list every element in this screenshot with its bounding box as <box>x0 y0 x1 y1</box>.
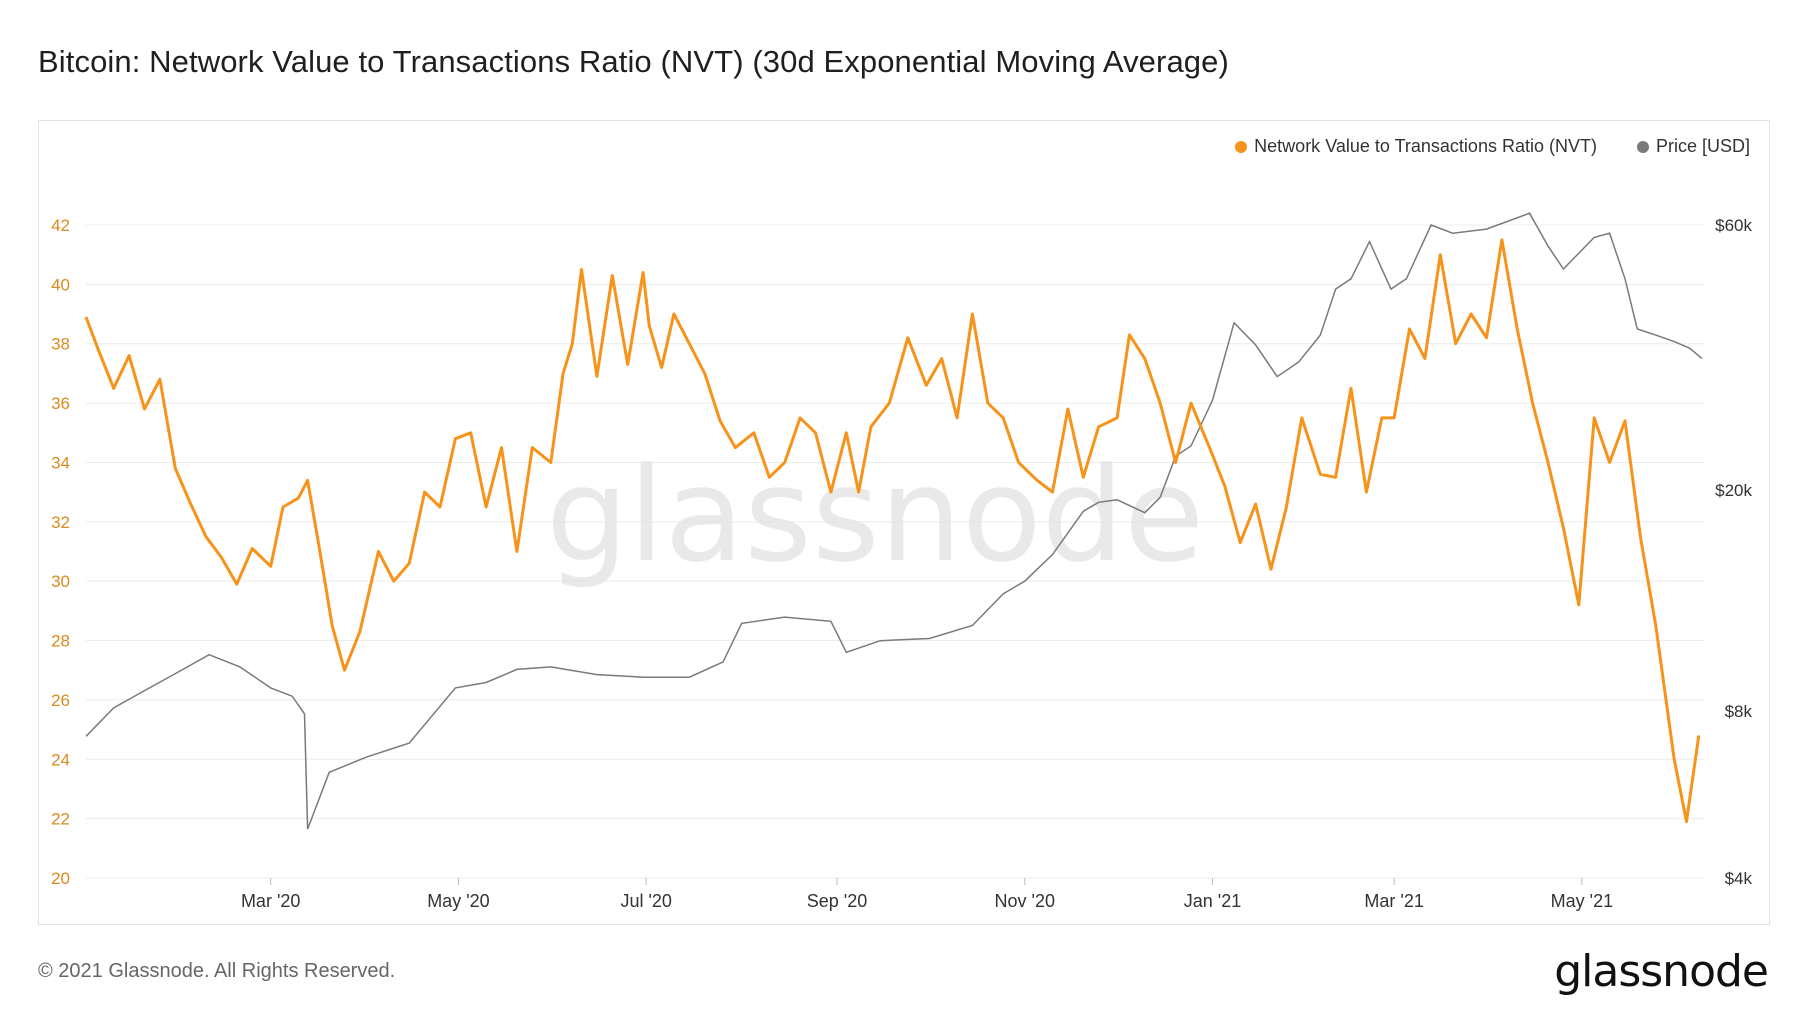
x-tick-label-3: Sep '20 <box>807 891 868 911</box>
x-tick-label-4: Nov '20 <box>995 891 1055 911</box>
x-tick-label-1: May '20 <box>427 891 489 911</box>
x-tick-label-2: Jul '20 <box>620 891 671 911</box>
left-tick-label-1: 22 <box>51 810 70 829</box>
right-tick-label-0: $4k <box>1725 869 1753 888</box>
left-tick-label-8: 36 <box>51 394 70 413</box>
legend-item-price[interactable]: Price [USD] <box>1636 136 1750 157</box>
x-tick-label-5: Jan '21 <box>1184 891 1241 911</box>
left-tick-label-0: 20 <box>51 869 70 888</box>
left-axis-ticks: 20 22 24 26 28 30 32 34 36 38 40 42 <box>51 216 70 888</box>
left-tick-label-10: 40 <box>51 275 70 294</box>
left-tick-label-2: 24 <box>51 750 70 769</box>
left-tick-label-5: 30 <box>51 572 70 591</box>
legend-price-marker <box>1636 140 1649 153</box>
left-tick-label-9: 38 <box>51 335 70 354</box>
right-tick-label-3: $60k <box>1715 216 1752 235</box>
footer-logo[interactable]: glassnode <box>1554 946 1769 997</box>
watermark-text: glassnode <box>546 439 1204 591</box>
legend: Network Value to Transactions Ratio (NVT… <box>1235 136 1750 157</box>
left-tick-label-3: 26 <box>51 691 70 710</box>
footer-copyright: © 2021 Glassnode. All Rights Reserved. <box>38 960 396 982</box>
series-line-price <box>85 212 1703 830</box>
left-tick-label-6: 32 <box>51 513 70 532</box>
left-tick-label-11: 42 <box>51 216 70 235</box>
right-tick-label-1: $8k <box>1725 702 1753 721</box>
legend-nvt-marker <box>1235 140 1248 153</box>
x-axis-ticks: Mar '20 May '20 Jul '20 Sep '20 Nov '20 Jan '… <box>241 878 1613 911</box>
legend-nvt-label: Network Value to Transactions Ratio (NVT… <box>1254 136 1597 156</box>
left-tick-label-7: 34 <box>51 453 70 472</box>
x-tick-label-6: Mar '21 <box>1364 891 1423 911</box>
chart-title: Bitcoin: Network Value to Transactions R… <box>38 44 1229 79</box>
x-tick-label-0: Mar '20 <box>241 891 300 911</box>
series-line-nvt <box>84 238 1701 824</box>
left-tick-label-4: 28 <box>51 632 70 651</box>
chart-frame <box>38 120 1770 925</box>
right-axis-ticks: $4k $8k $20k $60k <box>1715 216 1752 888</box>
legend-price-label: Price [USD] <box>1655 136 1750 156</box>
right-tick-label-2: $20k <box>1715 481 1752 500</box>
x-tick-label-7: May '21 <box>1551 891 1613 911</box>
legend-item-nvt[interactable]: Network Value to Transactions Ratio (NVT… <box>1235 136 1597 157</box>
